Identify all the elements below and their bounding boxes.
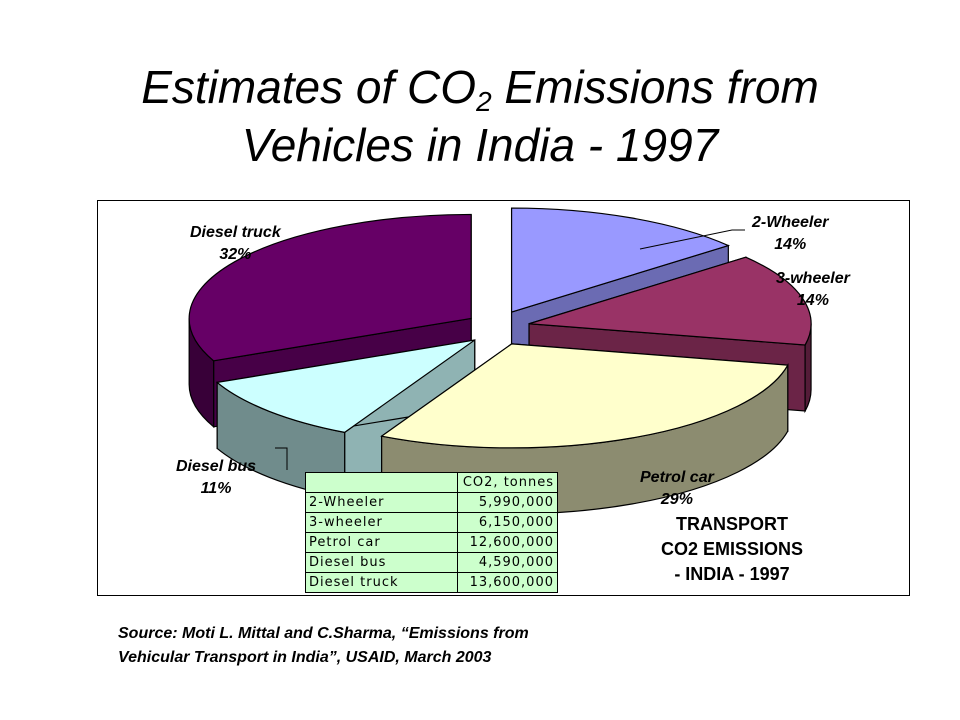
table-cell-value: 5,990,000 <box>457 492 558 513</box>
slice-label-name: Diesel bus <box>176 458 257 475</box>
slice-label-name: 3-wheeler <box>776 270 850 287</box>
pie-slice-top <box>188 213 472 362</box>
slice-label-2-wheeler: 2-Wheeler 14% <box>752 212 828 256</box>
chart-box-title: TRANSPORT CO2 EMISSIONS - INDIA - 1997 <box>632 512 832 587</box>
table-header-value: CO2, tonnes <box>457 472 558 493</box>
table-cell-category: 3-wheeler <box>305 512 458 533</box>
table-cell-value: 4,590,000 <box>457 552 558 573</box>
pie-slice-top <box>528 256 812 346</box>
leader-line-diesel-bus <box>275 447 288 470</box>
table-row: Diesel truck 13,600,000 <box>305 572 558 593</box>
box-title-line: - INDIA - 1997 <box>674 564 790 584</box>
slice-label-name: 2-Wheeler <box>752 214 829 231</box>
title-line-1: Estimates of CO2 Emissions from <box>141 61 819 117</box>
slice-label-diesel-bus: Diesel bus 11% <box>176 456 256 500</box>
data-table: CO2, tonnes 2-Wheeler 5,990,000 3-wheele… <box>305 472 558 593</box>
table-cell-value: 12,600,000 <box>457 532 558 553</box>
leader-line-2-wheeler <box>639 229 745 250</box>
table-header-blank <box>305 472 458 493</box>
pie-slice-top <box>215 339 476 433</box>
table-row: Petrol car 12,600,000 <box>305 532 558 553</box>
slice-label-percent: 29% <box>660 491 693 508</box>
slice-label-diesel-truck: Diesel truck 32% <box>190 222 281 266</box>
table-row: Diesel bus 4,590,000 <box>305 552 558 573</box>
source-line-2: Vehicular Transport in India”, USAID, Ma… <box>118 649 492 666</box>
source-line-1: Source: Moti L. Mittal and C.Sharma, “Em… <box>118 625 529 642</box>
slice-label-percent: 11% <box>200 480 232 497</box>
title-line-2: Vehicles in India - 1997 <box>241 119 719 171</box>
slice-label-3-wheeler: 3-wheeler 14% <box>776 268 850 312</box>
table-cell-category: Diesel bus <box>305 552 458 573</box>
pie-slice-top <box>510 207 731 313</box>
slice-label-name: Petrol car <box>640 469 714 486</box>
table-cell-category: Petrol car <box>305 532 458 553</box>
table-cell-category: Diesel truck <box>305 572 458 593</box>
table-row: 3-wheeler 6,150,000 <box>305 512 558 533</box>
slice-label-percent: 32% <box>219 246 252 263</box>
slice-label-percent: 14% <box>774 236 807 253</box>
source-citation: Source: Moti L. Mittal and C.Sharma, “Em… <box>118 622 529 670</box>
table-cell-value: 13,600,000 <box>457 572 558 593</box>
box-title-line: CO2 EMISSIONS <box>660 539 804 559</box>
pie-slice-top <box>380 343 789 449</box>
slice-label-petrol-car: Petrol car 29% <box>640 467 714 511</box>
table-row: 2-Wheeler 5,990,000 <box>305 492 558 513</box>
table-header-row: CO2, tonnes <box>305 472 558 493</box>
table-cell-category: 2-Wheeler <box>305 492 458 513</box>
box-title-line: TRANSPORT <box>676 514 788 534</box>
slice-label-name: Diesel truck <box>190 224 281 241</box>
table-cell-value: 6,150,000 <box>457 512 558 533</box>
slide-title: Estimates of CO2 Emissions from Vehicles… <box>0 58 960 174</box>
slice-label-percent: 14% <box>796 292 829 309</box>
